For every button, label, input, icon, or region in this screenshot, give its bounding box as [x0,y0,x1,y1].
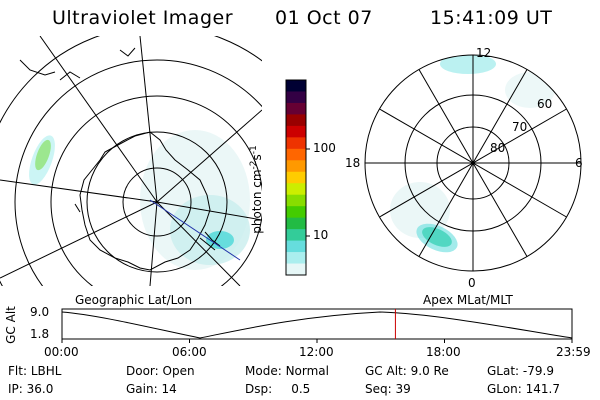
colorbar-segment [286,171,306,184]
time-label: 15:41:09 UT [430,7,553,29]
altitude-curve [61,311,573,339]
altitude-ytick-9: 9.0 [30,305,50,319]
time-tick-1200: 12:00 [299,345,334,359]
info-seq: Seq: 39 [365,382,411,396]
colorbar-segment [286,160,306,173]
colorbar-segment [286,240,306,253]
apex-caption: Apex MLat/MLT [423,293,513,307]
geo-grid [0,36,262,286]
mlt-label-18: 18 [345,156,361,170]
colorbar-frame [285,79,307,276]
apex-map [364,54,582,272]
info-mode: Mode: Normal [245,364,329,378]
altitude-ytick-1.8: 1.8 [30,327,50,341]
colorbar [286,80,306,276]
colorbar-segment [286,102,306,115]
altitude-strip-ticks [61,339,573,343]
coastline-antarctica [79,131,211,271]
info-dsp: Dsp: 0.5 [245,382,311,396]
colorbar-segment [286,114,306,127]
time-tick-0600: 06:00 [172,345,207,359]
geo-auroral-emission [29,130,250,270]
info-glon: GLon: 141.7 [487,382,560,396]
apex-auroral-emission [390,55,555,253]
colorbar-segment [286,252,306,265]
colorbar-segment [286,137,306,150]
info-door: Door: Open [126,364,195,378]
info-flt: Flt: LBHL [8,364,62,378]
mlat-label-60: 60 [537,97,553,111]
geographic-caption: Geographic Lat/Lon [75,293,193,307]
mlt-label-12: 12 [476,46,492,60]
colorbar-segment [286,80,306,92]
colorbar-segment [286,148,306,161]
altitude-strip-frame [61,308,573,340]
colorbar-segment [286,183,306,196]
colorbar-unit-label: photon cm-2s-1 [248,145,264,234]
info-glat: GLat: -79.9 [487,364,554,378]
satellite-track [149,199,241,261]
colorbar-tick-label-10: 10 [313,228,329,242]
altitude-ylabel: GC Alt [3,306,18,344]
colorbar-segment [286,263,306,276]
mlt-label-6: 6 [575,156,583,170]
mlat-label-70: 70 [512,120,528,134]
mlat-label-80: 80 [490,141,506,155]
coastline-fragments [19,47,221,251]
instrument-title: Ultraviolet Imager [52,7,234,29]
colorbar-segment [286,206,306,219]
mlt-label-0: 0 [468,276,476,290]
date-label: 01 Oct 07 [275,7,373,29]
colorbar-segment [286,229,306,242]
info-gain: Gain: 14 [126,382,177,396]
colorbar-segment [286,91,306,104]
colorbar-segment [286,125,306,138]
time-tick-0000: 00:00 [44,345,79,359]
colorbar-segment [286,217,306,230]
info-ip: IP: 36.0 [8,382,54,396]
colorbar-tick-label-100: 100 [313,141,336,155]
colorbar-segment [286,194,306,207]
info-gc-alt: GC Alt: 9.0 Re [365,364,449,378]
time-tick-2359: 23:59 [556,345,591,359]
time-tick-1800: 18:00 [426,345,461,359]
